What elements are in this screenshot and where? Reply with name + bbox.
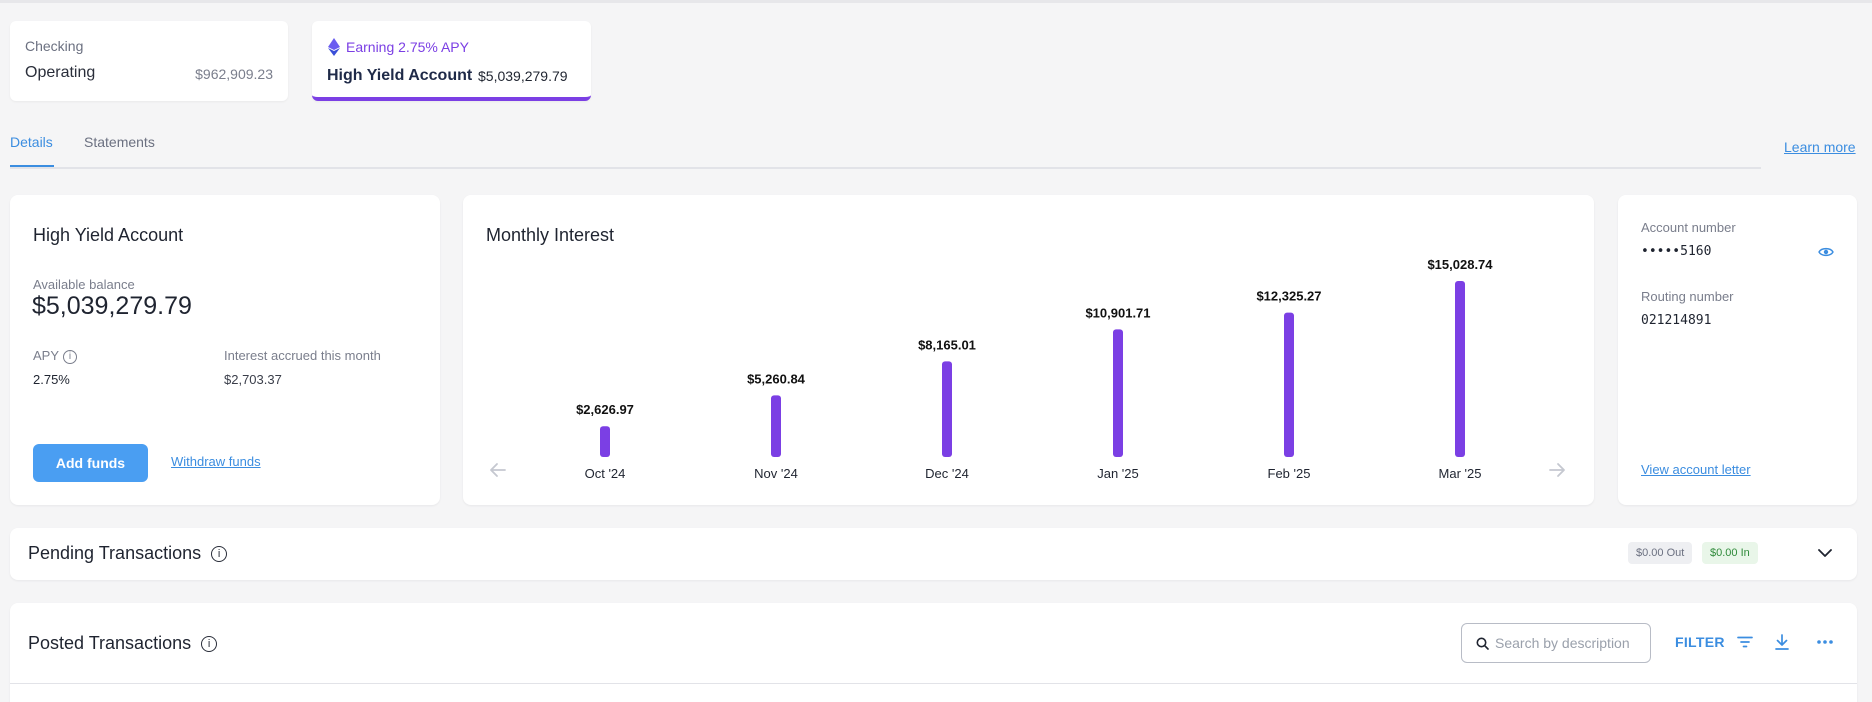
download-button[interactable]: [1773, 633, 1791, 651]
posted-transactions-panel: Posted Transactions i FILTER: [10, 603, 1857, 702]
pending-out-badge: $0.00 Out: [1628, 542, 1693, 564]
view-account-letter-link[interactable]: View account letter: [1641, 462, 1751, 477]
account-balance: $962,909.23: [195, 66, 273, 82]
learn-more-link[interactable]: Learn more: [1784, 139, 1856, 155]
more-options-button[interactable]: [1814, 633, 1836, 651]
data-label-5: $15,028.74: [1427, 257, 1493, 272]
interest-accrued-label: Interest accrued this month: [224, 348, 381, 363]
earning-badge: Earning 2.75% APY: [328, 38, 469, 56]
data-label-4: $12,325.27: [1256, 289, 1321, 304]
search-icon: [1476, 637, 1489, 650]
category-label-5: Mar '25: [1439, 466, 1482, 481]
monthly-interest-card: Monthly Interest $2,626.97 Oct '24 $5,260.…: [463, 195, 1594, 505]
account-tile-high-yield[interactable]: Earning 2.75% APY High Yield Account $5,…: [312, 21, 591, 101]
category-label-4: Feb '25: [1268, 466, 1311, 481]
tab-statements[interactable]: Statements: [84, 134, 155, 150]
available-balance-value: $5,039,279.79: [32, 292, 192, 320]
card-title: High Yield Account: [33, 225, 184, 245]
data-label-3: $10,901.71: [1085, 305, 1150, 320]
filter-label: FILTER: [1675, 634, 1725, 650]
data-label-0: $2,626.97: [576, 402, 634, 417]
bar-3: [1113, 329, 1123, 457]
routing-number-label: Routing number: [1641, 289, 1734, 304]
active-tab-indicator: [10, 165, 54, 167]
add-funds-button[interactable]: Add funds: [33, 444, 148, 482]
apy-label: APY i: [33, 348, 78, 364]
search-field[interactable]: [1461, 623, 1651, 663]
account-name: Operating: [25, 64, 96, 81]
data-label-2: $8,165.01: [918, 337, 976, 352]
pending-transactions-panel[interactable]: Pending Transactions i $0.00 Out $0.00 I…: [10, 528, 1857, 580]
bar-0: [600, 426, 610, 457]
pending-title-text: Pending Transactions: [28, 543, 202, 563]
tab-details[interactable]: Details: [10, 134, 53, 150]
routing-number-value: 021214891: [1641, 313, 1712, 328]
monthly-interest-chart: $2,626.97 Oct '24 $5,260.84 Nov '24 $8,165.0…: [490, 257, 1565, 481]
info-icon[interactable]: i: [63, 349, 78, 364]
chart-title: Monthly Interest: [486, 225, 615, 245]
top-divider: [0, 0, 1872, 3]
apy-label-text: APY: [33, 348, 60, 363]
account-number-value: •••••5160: [1641, 244, 1712, 259]
apy-value: 2.75%: [33, 372, 70, 387]
posted-title-text: Posted Transactions: [28, 633, 192, 653]
category-label-2: Dec '24: [925, 466, 969, 481]
available-balance-label: Available balance: [33, 277, 135, 292]
account-tile-checking[interactable]: Checking Operating $962,909.23: [10, 21, 288, 101]
filter-icon: [1736, 636, 1753, 648]
category-label-0: Oct '24: [585, 466, 626, 481]
bar-5: [1455, 281, 1465, 457]
posted-title: Posted Transactions i: [28, 633, 218, 654]
earning-text: Earning 2.75% APY: [346, 39, 469, 55]
category-label-3: Jan '25: [1097, 466, 1139, 481]
tab-bar: Details Statements: [10, 131, 1761, 169]
bar-1: [771, 395, 781, 457]
data-label-1: $5,260.84: [747, 371, 806, 386]
bar-4: [1284, 312, 1294, 457]
account-balance: $5,039,279.79: [478, 68, 568, 84]
category-label-1: Nov '24: [754, 466, 798, 481]
interest-accrued-value: $2,703.37: [224, 372, 282, 387]
arrow-right-icon[interactable]: [1549, 463, 1565, 477]
account-number-label: Account number: [1641, 220, 1736, 235]
account-details-card: Account number •••••5160 Routing number …: [1618, 195, 1857, 505]
account-summary-card: High Yield Account Available balance $5,…: [10, 195, 440, 505]
account-name: High Yield Account: [327, 67, 473, 84]
search-input[interactable]: [1495, 635, 1645, 651]
ethereum-icon: [328, 38, 340, 56]
withdraw-funds-link[interactable]: Withdraw funds: [171, 454, 261, 469]
info-icon[interactable]: i: [211, 545, 228, 562]
pending-in-badge: $0.00 In: [1702, 542, 1758, 564]
bar-2: [942, 361, 952, 457]
filter-button[interactable]: FILTER: [1675, 634, 1753, 650]
arrow-left-icon[interactable]: [490, 463, 506, 477]
chevron-down-icon[interactable]: [1818, 548, 1832, 558]
posted-header-divider: [10, 683, 1857, 684]
info-icon[interactable]: i: [201, 635, 218, 652]
eye-icon[interactable]: [1818, 246, 1834, 258]
account-type-label: Checking: [25, 38, 84, 54]
pending-title: Pending Transactions i: [28, 543, 228, 564]
more-icon: [1817, 640, 1833, 644]
download-icon: [1775, 634, 1789, 650]
